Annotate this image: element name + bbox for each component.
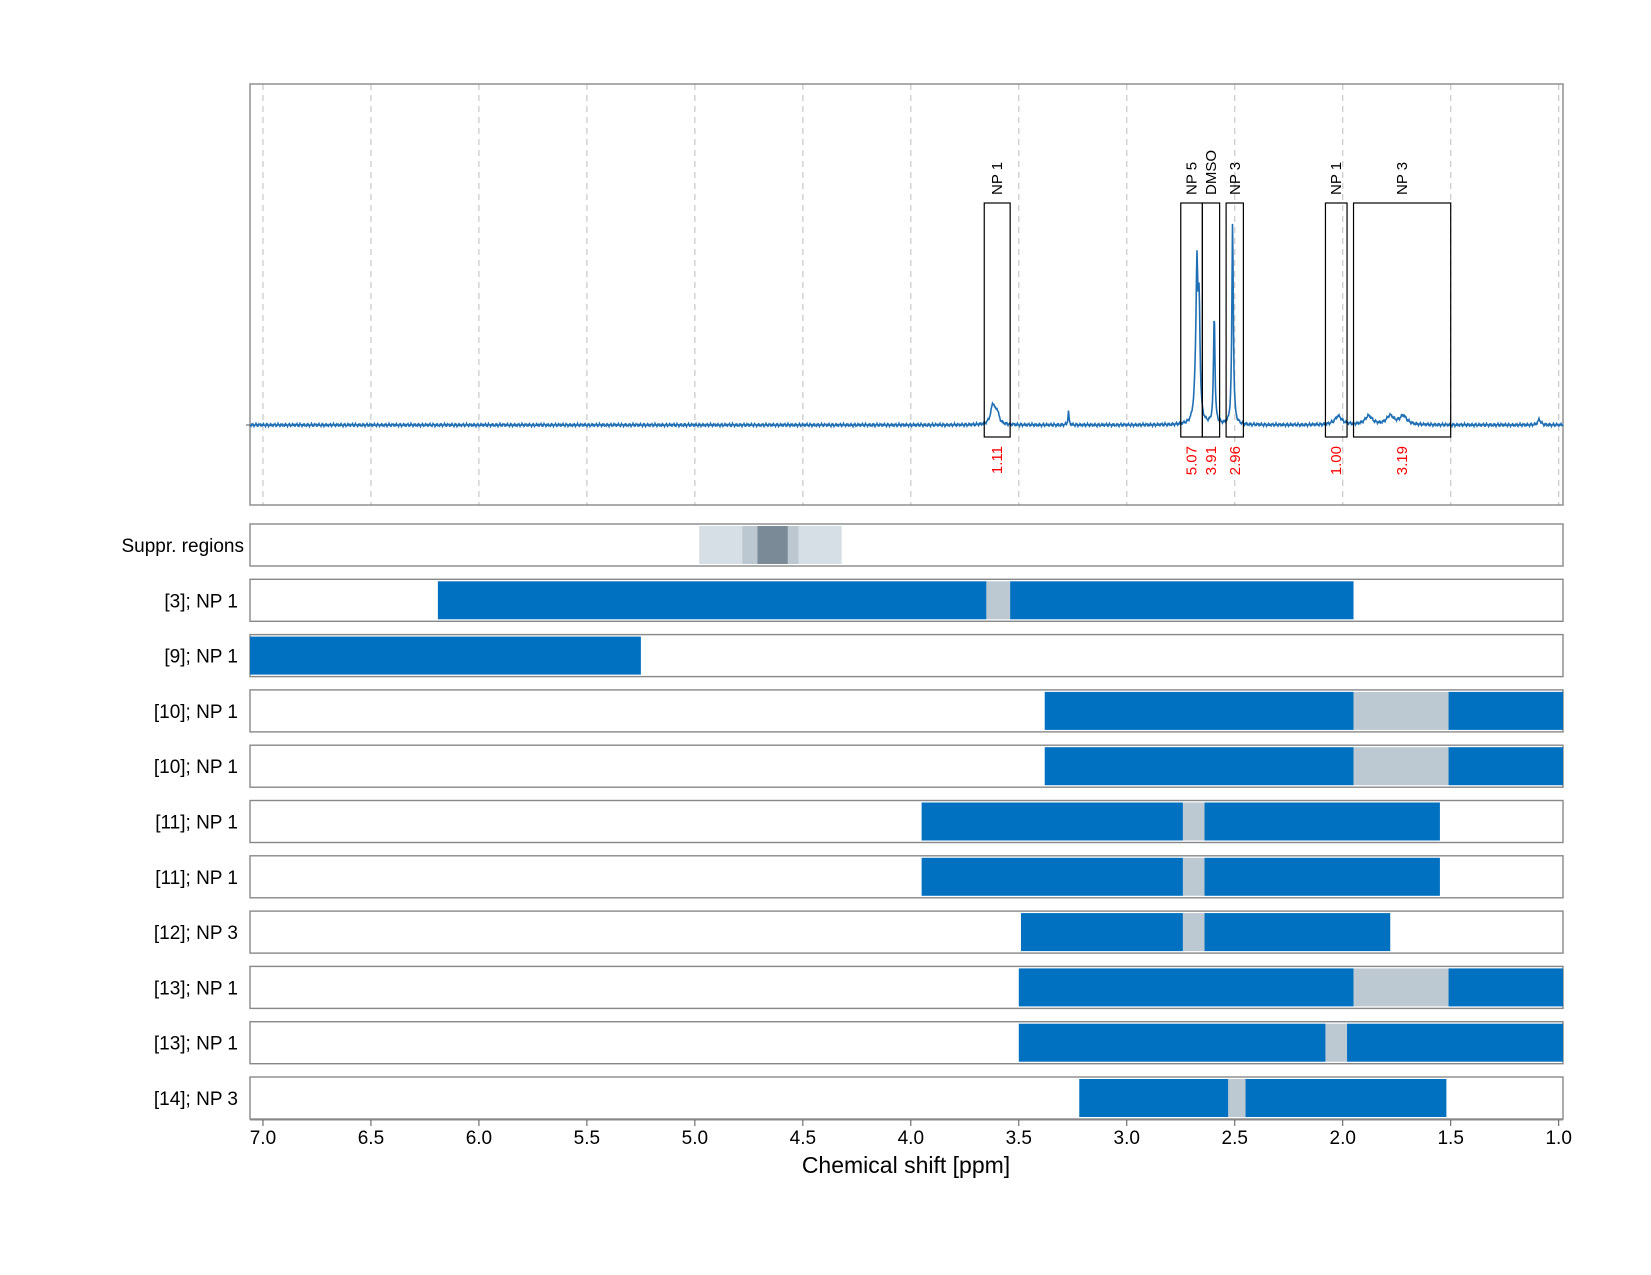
integration-box <box>1201 202 1221 438</box>
x-tick-label: 7.0 <box>250 1128 276 1149</box>
region-row-label: [10]; NP 1 <box>154 702 238 723</box>
spectrum-frame <box>249 83 1564 506</box>
region-bar <box>921 802 1183 841</box>
x-tick-label: 3.0 <box>1114 1128 1140 1149</box>
spectrum-panel: NP 1 1.11 NP 5 5.07 DMSO 3.91 NP 3 2.96 NP 1 1.00… <box>246 83 1564 506</box>
integral-value: 2.96 <box>1227 446 1244 475</box>
region-bar <box>1448 968 1563 1007</box>
region-row-label: [12]; NP 3 <box>154 923 238 944</box>
integral-value: 3.19 <box>1394 446 1411 475</box>
overlap-bar <box>1182 913 1205 952</box>
region-row-label: [11]; NP 1 <box>155 868 238 889</box>
region-bar <box>437 581 987 620</box>
x-tick-label: 4.5 <box>790 1128 816 1149</box>
integration-box-label: DMSO <box>1203 150 1220 195</box>
region-bar <box>1044 747 1354 786</box>
region-bar <box>1018 968 1354 1007</box>
x-tick-label: 4.0 <box>898 1128 924 1149</box>
suppression-row-frame <box>249 523 1564 567</box>
spectrum-line <box>249 223 1564 429</box>
integral-value: 3.91 <box>1203 446 1220 475</box>
overlap-bar <box>1353 968 1449 1007</box>
region-bar <box>1018 1023 1326 1062</box>
overlap-bar <box>1182 802 1205 841</box>
integral-value: 5.07 <box>1184 446 1201 475</box>
region-bar <box>1204 913 1391 952</box>
region-bar <box>1347 1023 1563 1062</box>
overlap-bar <box>1353 691 1449 730</box>
overlap-bar <box>986 581 1011 620</box>
region-row-label: [13]; NP 1 <box>154 978 238 999</box>
x-tick-label: 3.5 <box>1006 1128 1032 1149</box>
overlap-bar <box>1182 857 1205 896</box>
integration-box <box>1352 202 1452 438</box>
region-row-label: [11]; NP 1 <box>155 813 238 834</box>
x-tick-label: 6.5 <box>358 1128 384 1149</box>
integration-box-label: NP 1 <box>1328 162 1345 195</box>
region-bar <box>1448 691 1563 730</box>
x-axis: 7.0 6.5 6.0 5.5 5.0 4.5 4.0 3.5 3.0 2.5 2.0 1.5 1.0 <box>250 1119 1572 1149</box>
overlap-bar <box>1353 747 1449 786</box>
region-bar <box>1044 691 1354 730</box>
integration-box-label: NP 3 <box>1394 162 1411 195</box>
x-tick-label: 1.0 <box>1545 1128 1571 1149</box>
region-row-label: [14]; NP 3 <box>154 1089 238 1110</box>
region-bar <box>1204 857 1440 896</box>
integration-box <box>983 202 1011 438</box>
x-tick-label: 6.0 <box>466 1128 492 1149</box>
x-tick-label: 5.5 <box>574 1128 600 1149</box>
x-tick-label: 2.0 <box>1330 1128 1356 1149</box>
integral-value: 1.11 <box>989 446 1006 474</box>
region-bar <box>1079 1079 1229 1117</box>
suppression-row-label: Suppr. regions <box>121 536 244 557</box>
overlap-bar <box>1325 1023 1348 1062</box>
region-bar <box>250 636 641 675</box>
region-row-label: [3]; NP 1 <box>164 591 238 612</box>
region-bar <box>1448 747 1563 786</box>
region-bar <box>921 857 1183 896</box>
overlap-bar <box>1228 1079 1246 1117</box>
integration-box-label: NP 5 <box>1184 162 1201 195</box>
suppression-band <box>757 526 788 564</box>
integration-box-label: NP 3 <box>1227 162 1244 195</box>
grid-lines <box>262 84 1560 505</box>
region-row-label: [9]; NP 1 <box>164 647 238 668</box>
region-bar <box>1010 581 1354 620</box>
x-tick-label: 5.0 <box>682 1128 708 1149</box>
x-tick-label: 1.5 <box>1437 1128 1463 1149</box>
integration-box <box>1225 202 1244 438</box>
region-row-label: [10]; NP 1 <box>154 757 238 778</box>
region-bar <box>1245 1079 1447 1117</box>
region-bar <box>1204 802 1440 841</box>
integral-value: 1.00 <box>1328 446 1345 475</box>
integration-box <box>1324 202 1348 438</box>
x-tick-label: 2.5 <box>1222 1128 1248 1149</box>
region-rows: Suppr. regions [3]; NP 1 [9]; NP 1 [10]; NP… <box>121 523 1564 1120</box>
region-row-label: [13]; NP 1 <box>154 1034 238 1055</box>
x-axis-label: Chemical shift [ppm] <box>802 1152 1010 1178</box>
integration-box-label: NP 1 <box>989 162 1006 195</box>
region-bar <box>1020 913 1183 952</box>
